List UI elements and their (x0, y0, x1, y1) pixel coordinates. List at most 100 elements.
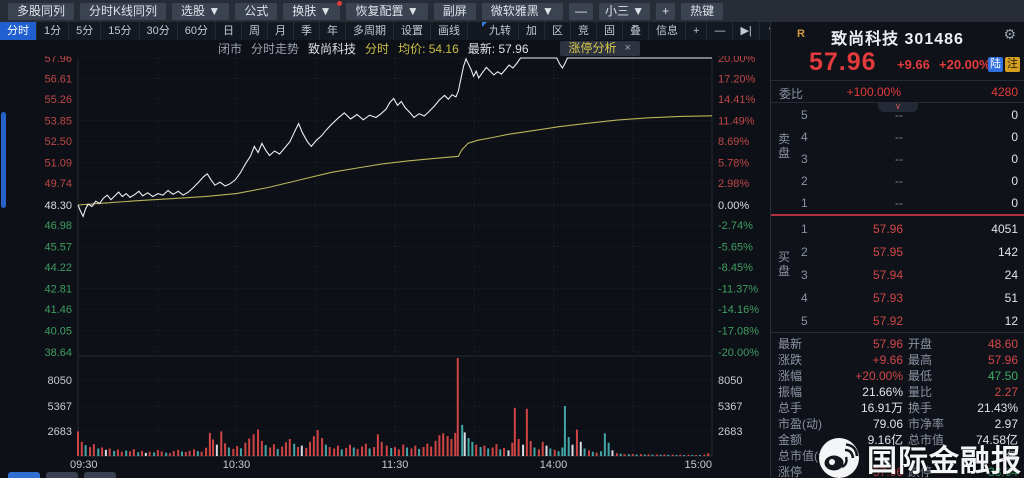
volume-bar (655, 454, 658, 456)
period-label: 分时 (365, 41, 390, 56)
bid-row-3[interactable]: 3 57.94 24 (771, 264, 1024, 286)
level-qty: 142 (997, 245, 1018, 259)
volume-bar (479, 447, 482, 456)
volume-bar (333, 448, 336, 456)
volume-bar (533, 447, 536, 456)
price-axis-label: 53.85 (44, 116, 72, 128)
period-week[interactable]: 周 (242, 22, 268, 40)
period-multi-period[interactable]: 多周期 (346, 22, 394, 40)
skin-button[interactable]: 换肤 ▼ (283, 0, 343, 20)
bid-row-1[interactable]: 1 57.96 4051 (771, 218, 1024, 240)
font-size-button[interactable]: 小三 ▼ (598, 2, 651, 20)
level-price[interactable]: 57.95 (872, 245, 903, 259)
left-scrollbar-thumb[interactable] (1, 112, 6, 208)
period-region[interactable]: 区 (545, 22, 571, 40)
level-price[interactable]: -- (895, 152, 903, 166)
close-tab-icon[interactable]: × (624, 41, 631, 54)
bottom-tab-2[interactable] (46, 472, 78, 478)
bid-row-5[interactable]: 5 57.92 12 (771, 310, 1024, 332)
ask-row-3[interactable]: 3 -- 0 (771, 148, 1024, 170)
level-price[interactable]: 57.92 (872, 314, 903, 328)
detail-label: 振幅 (778, 385, 803, 399)
level-qty: 24 (1004, 268, 1018, 282)
period-fenshi[interactable]: 分时 (0, 22, 37, 40)
toolbar-gap (468, 22, 482, 40)
period-month[interactable]: 月 (268, 22, 294, 40)
period-zoom-in[interactable]: + (686, 22, 708, 40)
detail-value: 38.64 (987, 465, 1018, 478)
level-price[interactable]: 57.96 (872, 222, 903, 236)
period-m60[interactable]: 60分 (178, 22, 216, 40)
badge-registered[interactable]: 注 (1005, 57, 1020, 72)
period-m30[interactable]: 30分 (140, 22, 178, 40)
intraday-chart[interactable]: 57.96 20.00% 56.61 17.20% 55.26 14.41% 53.85 11… (0, 56, 770, 478)
period-auction[interactable]: 竞 (571, 22, 597, 40)
period-settings[interactable]: 设置 (394, 22, 431, 40)
period-m1[interactable]: 1分 (37, 22, 70, 40)
level-price[interactable]: -- (895, 174, 903, 188)
ask-row-4[interactable]: 4 -- 0 (771, 126, 1024, 148)
formula-button[interactable]: 公式 (235, 2, 278, 20)
tab-limit-up-analysis[interactable]: 涨停分析 × (559, 40, 640, 56)
period-jump-end[interactable]: ▶| (733, 22, 760, 40)
period-year[interactable]: 年 (320, 22, 346, 40)
market-status: 闭市 (218, 41, 243, 56)
stock-picker-button[interactable]: 选股 ▼ (172, 2, 230, 20)
volume-bar (84, 445, 87, 456)
level-price[interactable]: 57.93 (872, 291, 903, 305)
level-price[interactable]: 57.94 (872, 268, 903, 282)
detail-value: 9.16亿 (867, 433, 903, 447)
restore-config-button[interactable]: 恢复配置 ▼ (346, 2, 428, 20)
intraday-chart-region[interactable]: 闭市 分时走势 致尚科技 分时 均价: 54.16 最新: 57.96 涨停分析… (0, 40, 770, 478)
multi-stock-grid-button[interactable]: 多股同列 (8, 2, 75, 20)
intraday-kline-grid-button[interactable]: 分时K线同列 (80, 2, 167, 20)
volume-bar (205, 447, 208, 456)
period-quarter[interactable]: 季 (294, 22, 320, 40)
badge-hk-connect[interactable]: 陆 (988, 57, 1003, 72)
detail-value: 57.96 (872, 465, 903, 478)
volume-bar (264, 445, 267, 456)
ask-row-5[interactable]: 5 -- 0 (771, 104, 1024, 126)
period-gu[interactable]: 固 (597, 22, 623, 40)
bottom-tab-3[interactable] (84, 472, 116, 478)
bid-row-4[interactable]: 4 57.93 51 (771, 287, 1024, 309)
font-family-button[interactable]: 微软雅黑 ▼ (481, 2, 563, 20)
period-day[interactable]: 日 (216, 22, 242, 40)
second-screen-button[interactable]: 副屏 (433, 2, 476, 20)
detail-row: 振幅 21.66% 量比 2.27 (771, 384, 1024, 400)
volume-bar (397, 449, 400, 456)
volume-bar (324, 444, 327, 456)
level-price[interactable]: -- (895, 108, 903, 122)
volume-bar (272, 444, 275, 456)
volume-bar (487, 448, 490, 456)
font-larger-button[interactable]: + (656, 2, 676, 20)
period-nine-turn[interactable]: 九转 (482, 22, 519, 40)
level-price[interactable]: -- (895, 196, 903, 210)
period-add[interactable]: 加 (519, 22, 545, 40)
volume-bar (583, 448, 586, 456)
hotkeys-button[interactable]: 热键 (681, 2, 724, 20)
gear-icon[interactable]: ⚙ (1003, 26, 1016, 42)
bid-row-2[interactable]: 2 57.95 142 (771, 241, 1024, 263)
period-overlay[interactable]: 叠 (623, 22, 649, 40)
font-smaller-button[interactable]: — (568, 2, 593, 20)
volume-bar (215, 444, 218, 456)
volume-bar (352, 447, 355, 456)
level-price[interactable]: -- (895, 130, 903, 144)
volume-bar (483, 445, 486, 456)
volume-bar (659, 454, 662, 456)
period-info[interactable]: 信息 (649, 22, 686, 40)
ask-row-1[interactable]: 1 -- 0 (771, 192, 1024, 214)
bottom-tab-1[interactable] (8, 472, 40, 478)
volume-bar (591, 451, 594, 456)
ask-row-2[interactable]: 2 -- 0 (771, 170, 1024, 192)
period-zoom-out[interactable]: — (707, 22, 734, 40)
period-m15[interactable]: 15分 (101, 22, 140, 40)
period-m5[interactable]: 5分 (69, 22, 102, 40)
volume-bar (284, 442, 287, 456)
period-draw-line[interactable]: 画线 (431, 22, 468, 40)
detail-label: 总市值(合 (778, 449, 830, 463)
collapse-book-chevron[interactable]: ∨ (878, 102, 918, 112)
volume-bar (647, 454, 650, 456)
